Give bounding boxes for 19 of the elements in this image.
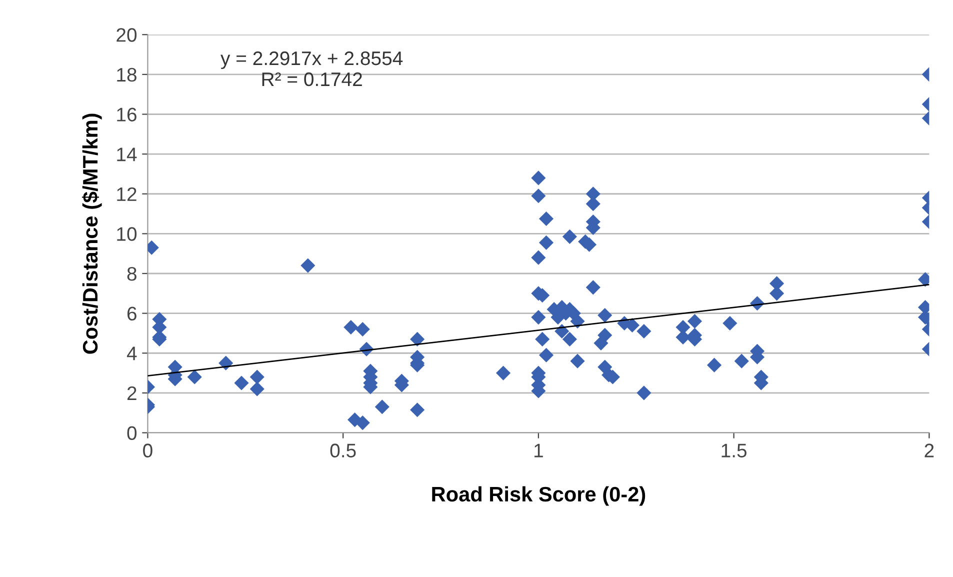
y-tick-label: 20 [116, 28, 137, 42]
y-tick-label: 0 [127, 426, 137, 440]
y-tick-label: 18 [117, 68, 136, 82]
y-tick-label: 10 [117, 227, 137, 241]
x-tick-label: 1.5 [722, 444, 747, 458]
x-tick-label: 1 [534, 444, 543, 458]
x-tick-label: 2 [924, 444, 934, 458]
x-tick-label: 0.5 [330, 444, 356, 458]
y-tick-label: 2 [127, 386, 136, 400]
y-axis-title: Cost/Distance ($/MT/km) [82, 114, 102, 354]
y-tick-label: 8 [127, 266, 136, 281]
y-tick-label: 14 [117, 148, 137, 162]
y-tick-label: 6 [127, 306, 136, 321]
y-tick-label: 16 [117, 108, 136, 122]
y-tick-label: 4 [126, 346, 137, 360]
annotation: y = 2.2917x + 2.8554 R² = 0.1742 [220, 51, 403, 86]
x-tick-label: 0 [143, 444, 152, 458]
y-tick-label: 12 [117, 187, 136, 201]
x-axis-title: Road Risk Score (0-2) [432, 486, 646, 506]
